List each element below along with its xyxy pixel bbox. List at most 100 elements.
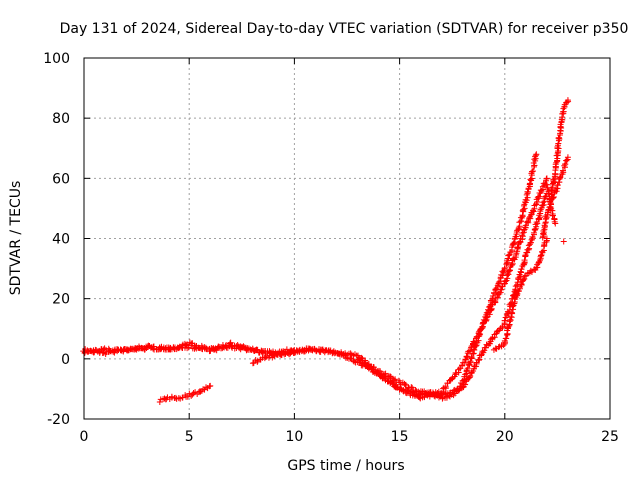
data-point: [540, 228, 547, 235]
x-tick-label: 5: [185, 429, 194, 445]
data-point: [520, 202, 527, 209]
data-point: [533, 201, 540, 208]
chart-title: Day 131 of 2024, Sidereal Day-to-day VTE…: [60, 21, 629, 37]
data-point: [514, 244, 521, 251]
series-track-C: [354, 151, 540, 402]
y-tick-label: 100: [43, 51, 70, 67]
data-point: [506, 266, 513, 273]
data-point: [156, 399, 163, 406]
x-axis-label: GPS time / hours: [287, 458, 404, 474]
y-axis-label: SDTVAR / TECUs: [8, 181, 24, 296]
data-point: [478, 325, 485, 332]
data-point: [298, 348, 305, 355]
data-point: [466, 347, 473, 354]
x-axis-ticks: 0 5 10 15 20 25: [80, 58, 619, 445]
data-point: [524, 188, 531, 195]
series-track-I: [543, 181, 559, 227]
data-point: [248, 346, 255, 353]
data-point: [490, 290, 497, 297]
data-point: [392, 376, 399, 383]
data-point: [467, 358, 474, 365]
data-point: [442, 383, 449, 390]
data-point: [564, 97, 571, 104]
data-point: [543, 235, 550, 242]
data-point: [468, 354, 475, 361]
data-point: [512, 283, 519, 290]
data-point: [150, 343, 157, 350]
data-point: [401, 380, 408, 387]
data-point: [182, 342, 189, 349]
y-tick-label: 20: [52, 292, 70, 308]
data-point: [94, 348, 101, 355]
data-point: [532, 152, 539, 159]
data-point: [527, 239, 534, 246]
data-point: [380, 373, 387, 380]
y-tick-label: 40: [52, 232, 70, 248]
data-point: [136, 343, 143, 350]
data-point: [500, 341, 507, 348]
data-point: [521, 273, 528, 280]
data-point: [556, 134, 563, 141]
data-point: [562, 161, 569, 168]
data-point: [467, 373, 474, 380]
data-point: [530, 168, 537, 175]
data-point: [211, 346, 218, 353]
data-point: [533, 151, 540, 158]
data-point: [552, 220, 559, 227]
data-point: [140, 345, 147, 352]
data-point: [534, 194, 541, 201]
data-point: [470, 338, 477, 345]
data-point: [120, 346, 127, 353]
data-point: [404, 388, 411, 395]
data-point: [537, 206, 544, 213]
data-point: [535, 193, 542, 200]
data-point: [502, 278, 509, 285]
data-point: [527, 176, 534, 183]
data-point: [531, 156, 538, 163]
data-point: [539, 183, 546, 190]
data-point: [523, 197, 530, 204]
grid-lines: [84, 58, 610, 419]
data-point: [543, 214, 550, 221]
x-tick-label: 0: [80, 429, 89, 445]
data-point: [186, 339, 193, 346]
data-point: [291, 349, 298, 356]
data-point: [550, 194, 557, 201]
data-point: [520, 276, 527, 283]
y-tick-label: 0: [61, 352, 70, 368]
data-point: [464, 365, 471, 372]
data-point: [508, 313, 515, 320]
data-point: [347, 355, 354, 362]
data-point: [527, 267, 534, 274]
data-point: [501, 281, 508, 288]
data-point: [555, 140, 562, 147]
data-point: [556, 174, 563, 181]
data-point: [513, 291, 520, 298]
data-point: [370, 368, 377, 375]
data-point: [535, 260, 542, 267]
y-tick-label: -20: [47, 412, 70, 428]
data-point: [351, 358, 358, 365]
data-point: [462, 371, 469, 378]
data-point: [518, 265, 525, 272]
data-point: [497, 326, 504, 333]
data-point: [462, 356, 469, 363]
data-point: [460, 381, 467, 388]
data-point: [540, 199, 547, 206]
data-point: [518, 214, 525, 221]
data-point: [530, 229, 537, 236]
data-point: [492, 286, 499, 293]
series-track-E: [249, 348, 298, 367]
data-point: [502, 317, 509, 324]
y-tick-label: 80: [52, 111, 70, 127]
data-point: [501, 264, 508, 271]
data-point: [461, 359, 468, 366]
data-point: [543, 175, 550, 182]
x-tick-label: 25: [601, 429, 619, 445]
data-point: [543, 215, 550, 222]
data-point: [559, 167, 566, 174]
data-point: [558, 124, 565, 131]
y-axis-ticks: -20 0 20 40 60 80 100: [43, 51, 610, 428]
data-point: [550, 176, 557, 183]
data-point: [543, 181, 550, 188]
